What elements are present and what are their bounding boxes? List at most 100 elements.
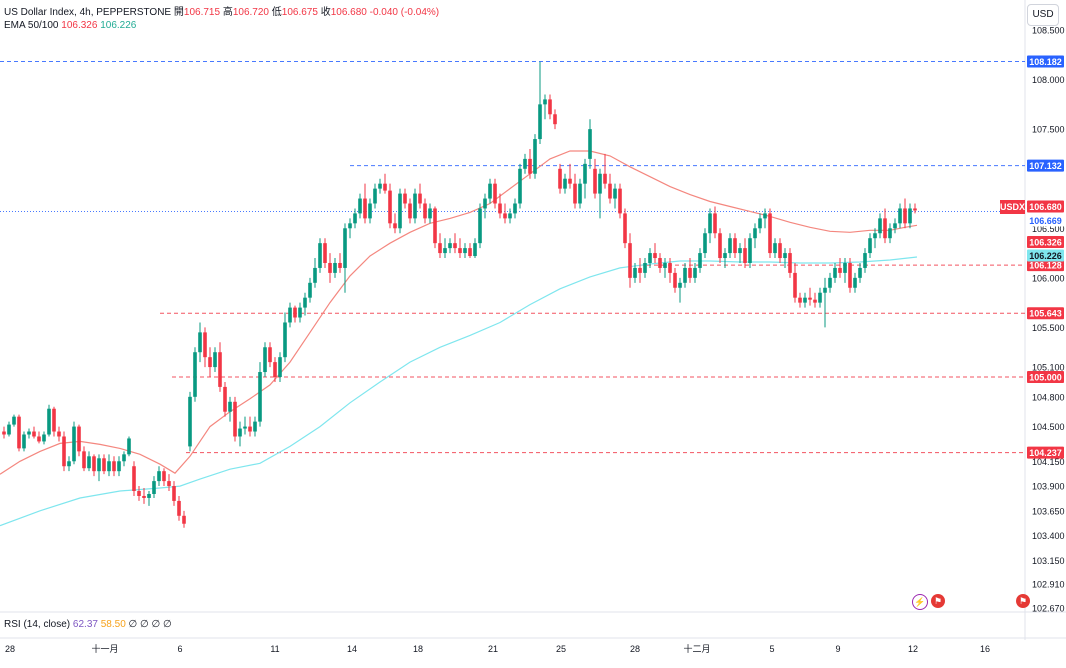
candle-body	[718, 233, 722, 259]
rsi-label[interactable]: RSI (14, close)	[4, 619, 71, 630]
candle-body	[2, 431, 6, 435]
candle-body	[608, 183, 612, 199]
candle-body	[583, 163, 587, 184]
ema-label[interactable]: EMA 50/100	[4, 20, 59, 31]
candle-body	[298, 307, 302, 318]
candle-body	[753, 228, 757, 239]
candle-body	[393, 223, 397, 229]
flag-icon[interactable]: ⚑	[931, 594, 945, 608]
candle-body	[478, 208, 482, 244]
level-label-box	[1027, 446, 1064, 459]
candle-body	[288, 307, 292, 323]
open-label: 開	[173, 7, 184, 18]
symbol-title[interactable]: US Dollar Index, 4h, PEPPERSTONE	[4, 7, 172, 18]
candle-body	[823, 287, 827, 293]
ema100-value: 106.226	[100, 20, 137, 31]
candle-body	[403, 193, 407, 204]
candle-body	[693, 267, 697, 278]
candle-body	[117, 461, 121, 472]
candle-body	[318, 243, 322, 268]
candle-body	[458, 248, 462, 254]
candle-body	[628, 243, 632, 278]
candle-body	[142, 495, 146, 498]
low-value: 106.675	[281, 7, 318, 18]
candle-body	[708, 213, 712, 234]
x-tick-label: 25	[556, 644, 566, 654]
y-tick-label: 108.500	[1032, 26, 1065, 36]
candle-body	[773, 243, 777, 254]
candle-body	[643, 262, 647, 273]
candle-body	[338, 262, 342, 268]
candle-body	[633, 267, 637, 278]
candle-body	[378, 183, 382, 189]
candle-body	[32, 431, 36, 437]
candle-body	[368, 203, 372, 219]
candle-body	[388, 190, 392, 224]
candle-body	[77, 426, 81, 452]
level-label-box	[1027, 55, 1064, 68]
candle-body	[258, 372, 262, 422]
rsi-value-2: 58.50	[100, 619, 126, 630]
rsi-empty-values: ∅ ∅ ∅ ∅	[128, 619, 172, 630]
candle-body	[413, 193, 417, 219]
candle-body	[283, 322, 287, 358]
candle-body	[87, 456, 91, 469]
candle-body	[888, 228, 892, 239]
x-tick-label: 14	[347, 644, 357, 654]
candle-body	[418, 193, 422, 204]
candle-body	[363, 198, 367, 219]
change-value: -0.040 (-0.04%)	[369, 7, 440, 18]
y-tick-label: 106.500	[1032, 224, 1065, 234]
candle-body	[268, 347, 272, 363]
candle-body	[788, 253, 792, 273]
candle-body	[593, 168, 597, 194]
candle-body	[72, 426, 76, 462]
candle-body	[323, 243, 327, 263]
level-label-box	[1027, 159, 1064, 172]
candle-body	[903, 208, 907, 224]
candle-body	[27, 431, 31, 435]
candle-body	[328, 262, 332, 273]
lightning-icon[interactable]: ⚡	[912, 594, 928, 610]
candle-body	[893, 223, 897, 229]
candle-body	[428, 208, 432, 219]
candle-body	[523, 158, 527, 169]
price-label-text: 106.226	[1029, 251, 1062, 261]
candle-body	[848, 262, 852, 288]
candle-body	[588, 129, 592, 159]
candle-body	[303, 297, 307, 308]
candle-body	[188, 396, 192, 447]
candle-body	[47, 408, 51, 435]
candle-body	[713, 213, 717, 234]
candle-body	[468, 248, 472, 257]
ema50-line	[0, 150, 918, 475]
candle-body	[348, 223, 352, 229]
candle-body	[373, 188, 377, 204]
close-label: 收	[320, 7, 331, 18]
candle-body	[157, 471, 161, 482]
candle-body	[698, 253, 702, 268]
candle-body	[768, 213, 772, 254]
candle-body	[408, 203, 412, 219]
candle-body	[803, 297, 807, 303]
price-label-box	[1027, 200, 1064, 213]
candle-body	[353, 213, 357, 224]
candle-body	[182, 515, 186, 524]
candle-body	[783, 253, 787, 259]
candle-body	[17, 416, 21, 449]
price-label-text: 106.326	[1029, 238, 1062, 248]
candle-body	[683, 267, 687, 283]
candle-body	[883, 218, 887, 239]
candle-body	[748, 238, 752, 263]
candle-body	[198, 332, 202, 353]
x-tick-label: 21	[488, 644, 498, 654]
candle-body	[898, 208, 902, 224]
currency-button[interactable]: USD	[1027, 4, 1059, 26]
y-tick-label: 104.500	[1032, 422, 1065, 432]
candle-body	[558, 168, 562, 189]
flag-icon-right[interactable]: ⚑	[1016, 594, 1030, 608]
candle-body	[743, 248, 747, 263]
candle-body	[663, 262, 667, 268]
candle-body	[553, 114, 557, 125]
